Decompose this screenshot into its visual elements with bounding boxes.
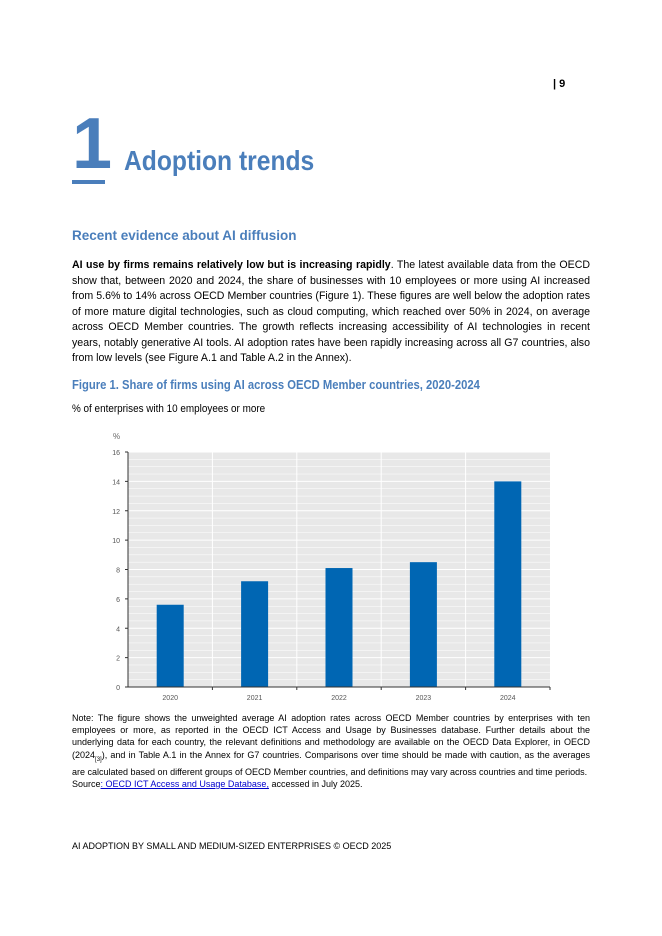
y-tick-label: 14 <box>112 479 120 486</box>
figure-subtitle: % of enterprises with 10 employees or mo… <box>72 403 266 415</box>
y-tick-label: 4 <box>116 626 120 633</box>
note-reference[interactable]: [3] <box>95 756 102 763</box>
y-tick-label: 12 <box>112 509 120 516</box>
bar-chart: 0 2 4 6 8 10 12 14 16 2020 2021 2022 2023 2024 % <box>112 432 551 702</box>
x-tick-label: 2024 <box>500 695 516 702</box>
body-paragraph: AI use by firms remains relatively low b… <box>72 258 590 367</box>
section-heading: Recent evidence about AI diffusion <box>72 228 297 243</box>
y-tick-label: 0 <box>116 685 120 692</box>
x-tick-label: 2020 <box>162 695 178 702</box>
y-tick-label: 10 <box>112 538 120 545</box>
bar-2021 <box>241 581 269 687</box>
bars <box>156 481 522 687</box>
y-tick-label: 2 <box>116 656 120 663</box>
y-tick-label: 6 <box>116 597 120 604</box>
source-link[interactable]: : OECD ICT Access and Usage Database, <box>100 778 269 789</box>
y-tick-label: 16 <box>112 450 120 457</box>
figure-note: Note: The figure shows the unweighted av… <box>72 712 590 790</box>
page-footer: AI ADOPTION BY SMALL AND MEDIUM-SIZED EN… <box>72 841 392 851</box>
y-tick-label: 8 <box>116 568 120 575</box>
bar-2024 <box>494 481 522 687</box>
bar-2023 <box>409 562 437 687</box>
x-tick-label: 2023 <box>416 695 432 702</box>
chapter-title: Adoption trends <box>124 145 315 176</box>
chapter-number: 1 <box>72 104 112 184</box>
y-axis-label: % <box>113 432 120 441</box>
paragraph-body: . The latest available data from the OEC… <box>72 259 590 364</box>
paragraph-lead: AI use by firms remains relatively low b… <box>72 259 391 271</box>
note-text: Note: The figure shows the unweighted av… <box>72 713 590 760</box>
source-label: Source <box>72 778 101 789</box>
x-tick-label: 2021 <box>247 695 263 702</box>
page-number: | 9 <box>553 78 566 90</box>
x-tick-label: 2022 <box>331 695 347 702</box>
source-rest: accessed in July 2025. <box>268 778 363 789</box>
note-text-continued: ), and in Table A.1 in the Annex for G7 … <box>72 749 590 777</box>
figure-title: Figure 1. Share of firms using AI across… <box>72 378 480 392</box>
chapter-number-underline <box>72 180 105 184</box>
axes: 0 2 4 6 8 10 12 14 16 2020 2021 2022 2023 2024 <box>112 450 551 702</box>
bar-2022 <box>325 568 353 687</box>
bar-2020 <box>156 604 184 687</box>
